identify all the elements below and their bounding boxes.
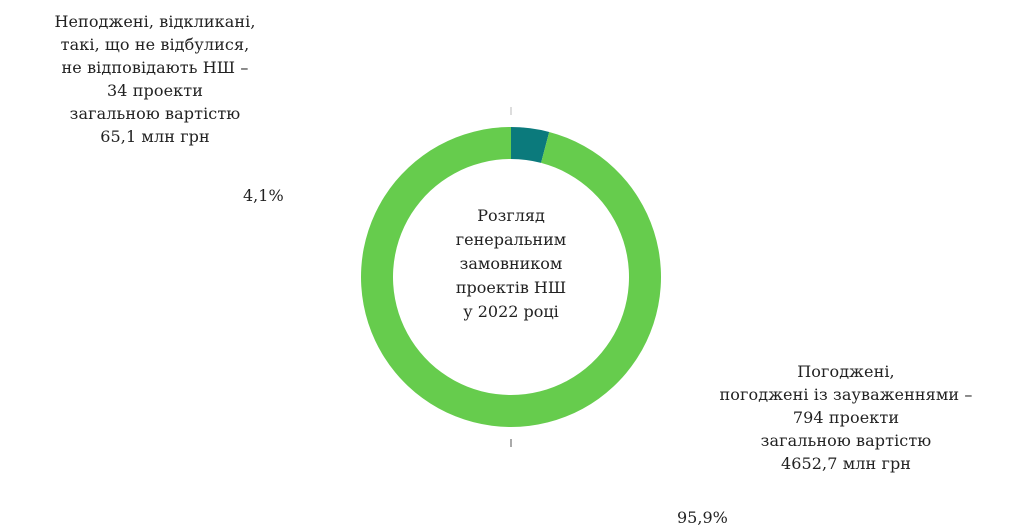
slice-label-rejected: Неподжені, відкликані, такі, що не відбул… xyxy=(0,10,310,148)
slice-label-approved-line: загальною вартістю xyxy=(760,431,932,450)
slice-label-approved-line: 4652,7 млн грн xyxy=(780,454,912,473)
donut-center-label-line: у 2022 році xyxy=(463,302,559,321)
slice-label-rejected-line: такі, що не відбулися, xyxy=(60,35,250,54)
slice-label-rejected-line: загальною вартістю xyxy=(69,104,241,123)
donut-center-label-line: проектів НШ xyxy=(455,278,567,297)
slice-label-rejected-line: не відповідають НШ – xyxy=(61,58,249,77)
slice-label-approved-line: Погоджені, xyxy=(797,362,895,381)
slice-percent-approved: 95,9% xyxy=(677,508,728,527)
donut-center-label-line: замовником xyxy=(459,254,563,273)
slice-label-approved: Погоджені, погоджені із зауваженнями – 794… xyxy=(676,360,1016,475)
slice-label-rejected-line: 34 проекти xyxy=(107,81,203,100)
slice-rejected xyxy=(511,127,550,163)
donut-center-label-line: Розгляд xyxy=(477,206,545,225)
donut-center-label-line: генеральним xyxy=(455,230,567,249)
slice-label-approved-line: погоджені із зауваженнями – xyxy=(719,385,973,404)
donut-slices xyxy=(361,127,661,428)
slice-label-approved-line: 794 проекти xyxy=(792,408,900,427)
slice-percent-rejected: 4,1% xyxy=(243,186,284,205)
donut-center-label: Розгляд генеральним замовником проектів НШ у… xyxy=(398,204,624,324)
slice-label-rejected-line: Неподжені, відкликані, xyxy=(54,12,256,31)
slice-label-rejected-line: 65,1 млн грн xyxy=(100,127,210,146)
